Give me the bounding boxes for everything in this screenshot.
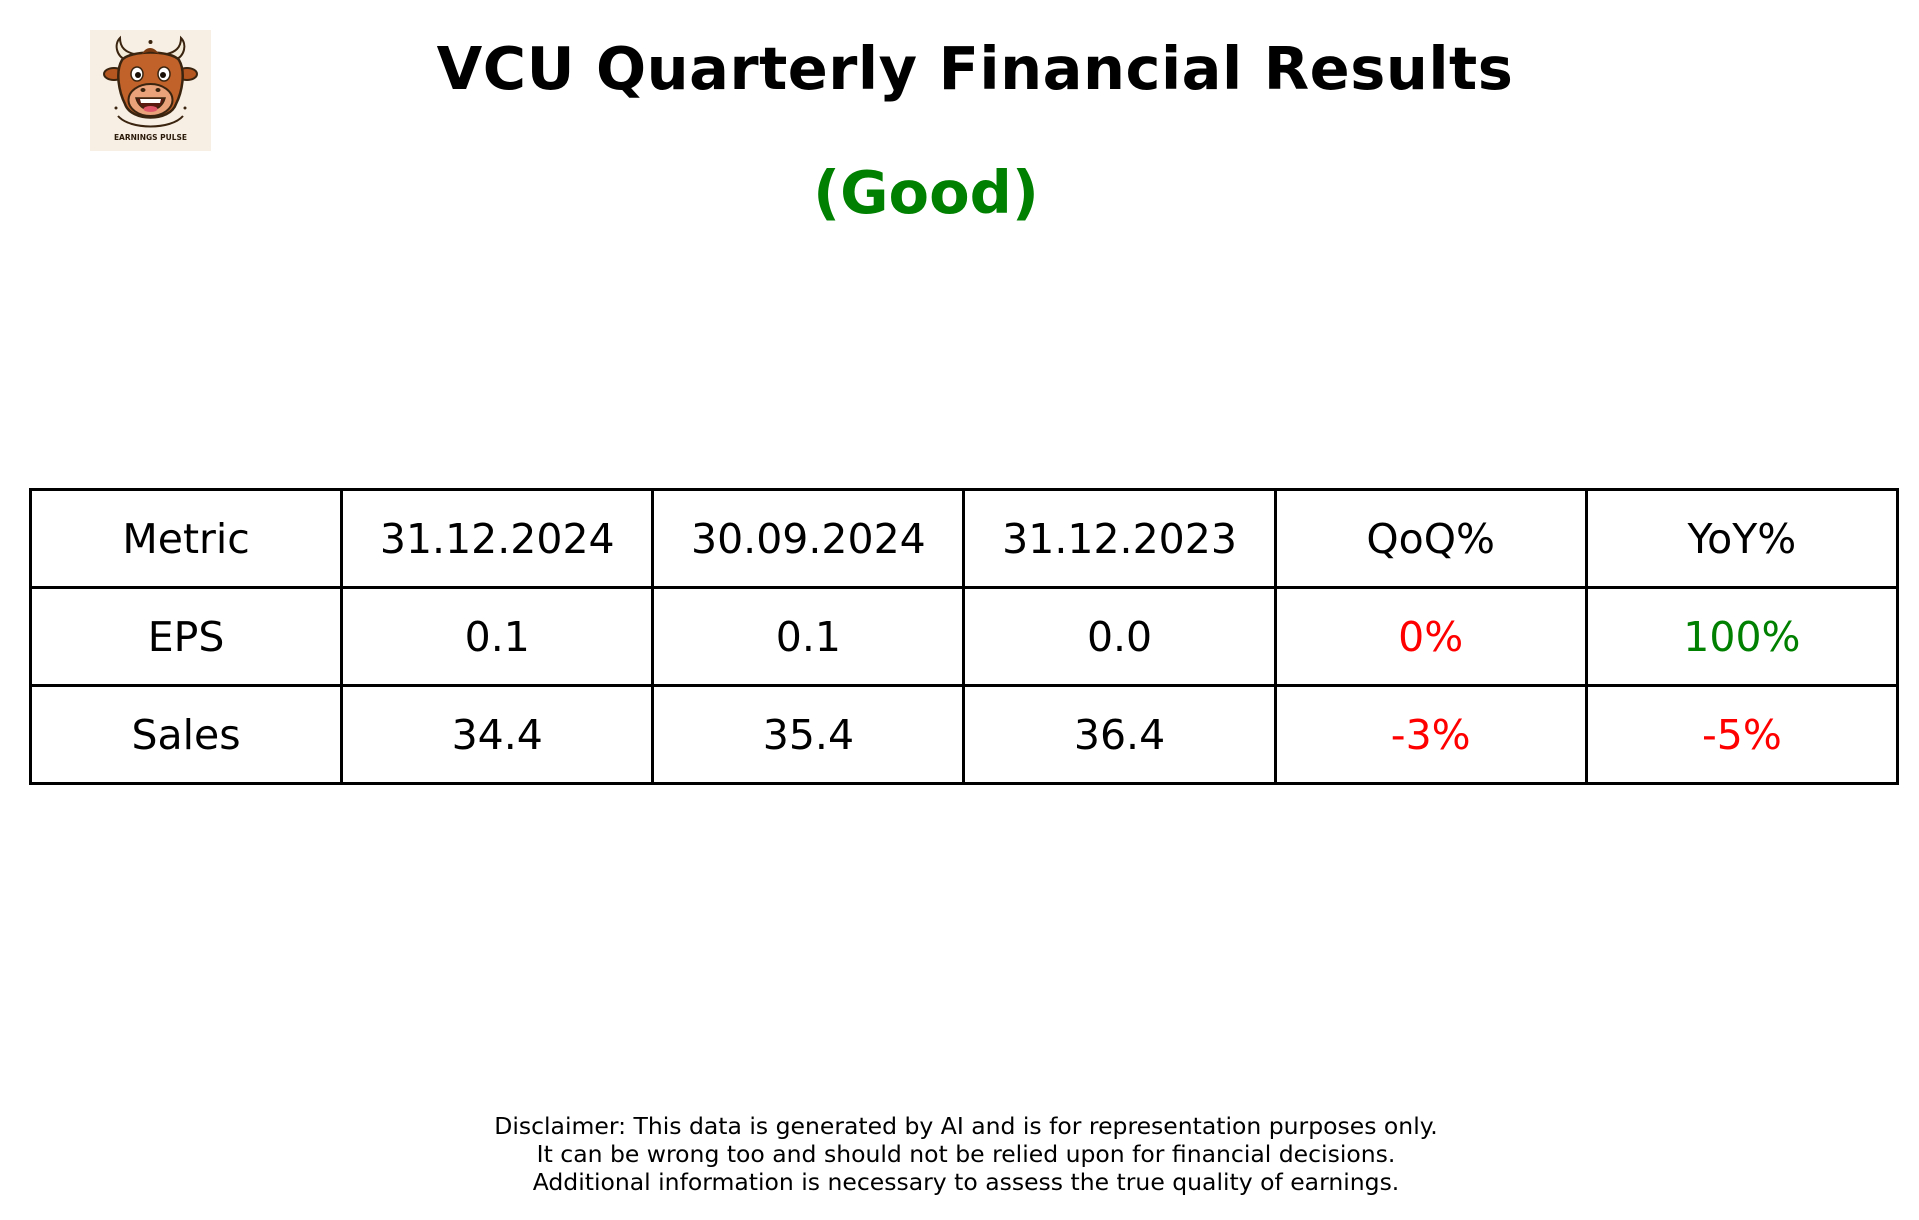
value-cell: 0.1 <box>340 586 655 687</box>
bull-mascot-icon: EARNINGS PULSE <box>103 35 198 142</box>
yoy-cell: 100% <box>1584 586 1900 687</box>
logo-caption: EARNINGS PULSE <box>114 133 187 142</box>
qoq-cell: 0% <box>1273 586 1588 687</box>
logo: EARNINGS PULSE <box>90 30 211 151</box>
yoy-cell: -5% <box>1584 684 1900 785</box>
disclaimer: Disclaimer: This data is generated by AI… <box>0 1112 1919 1196</box>
disclaimer-line: Additional information is necessary to a… <box>532 1168 1400 1196</box>
results-table: Metric 31.12.2024 30.09.2024 31.12.2023 … <box>28 488 1900 785</box>
value-cell: 0.1 <box>651 586 966 687</box>
column-header: YoY% <box>1584 488 1900 589</box>
column-header: 31.12.2024 <box>340 488 655 589</box>
rating-label: (Good) <box>813 158 1039 227</box>
table-row: Sales 34.4 35.4 36.4 -3% -5% <box>28 684 1900 785</box>
disclaimer-line: It can be wrong too and should not be re… <box>536 1140 1396 1168</box>
value-cell: 35.4 <box>651 684 966 785</box>
table-row: EPS 0.1 0.1 0.0 0% 100% <box>28 586 1900 687</box>
column-header: Metric <box>28 488 344 589</box>
value-cell: 34.4 <box>340 684 655 785</box>
value-cell: 0.0 <box>962 586 1277 687</box>
column-header: QoQ% <box>1273 488 1588 589</box>
metric-cell: EPS <box>28 586 344 687</box>
page-title: VCU Quarterly Financial Results <box>436 34 1514 103</box>
value-cell: 36.4 <box>962 684 1277 785</box>
metric-cell: Sales <box>28 684 344 785</box>
column-header: 31.12.2023 <box>962 488 1277 589</box>
column-header: 30.09.2024 <box>651 488 966 589</box>
table-header-row: Metric 31.12.2024 30.09.2024 31.12.2023 … <box>28 488 1900 589</box>
disclaimer-line: Disclaimer: This data is generated by AI… <box>494 1112 1438 1140</box>
qoq-cell: -3% <box>1273 684 1588 785</box>
